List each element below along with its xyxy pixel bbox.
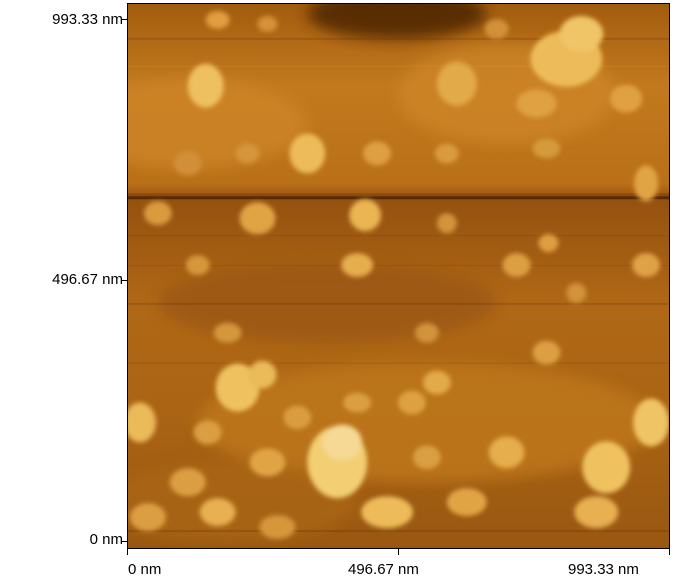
x-tick-mark-mid	[398, 549, 399, 555]
y-tick-label-mid: 496.67 nm	[52, 271, 123, 288]
x-tick-label-left: 0 nm	[128, 561, 162, 578]
y-tick-label-bottom: 0 nm	[89, 531, 123, 548]
y-tick-mark-bottom	[121, 541, 127, 542]
y-tick-mark-mid	[121, 280, 127, 281]
scan-lines	[128, 37, 669, 533]
y-tick-mark-top	[121, 19, 127, 20]
x-tick-mark-right	[669, 549, 670, 555]
height-shading	[128, 4, 657, 543]
x-tick-label-right: 993.33 nm	[568, 561, 639, 578]
afm-height-map	[128, 4, 669, 548]
afm-scan-image	[127, 3, 670, 549]
surface-grains	[128, 10, 669, 540]
y-tick-label-top: 993.33 nm	[52, 11, 123, 28]
x-tick-label-mid: 496.67 nm	[348, 561, 419, 578]
x-tick-mark-left	[127, 549, 128, 555]
